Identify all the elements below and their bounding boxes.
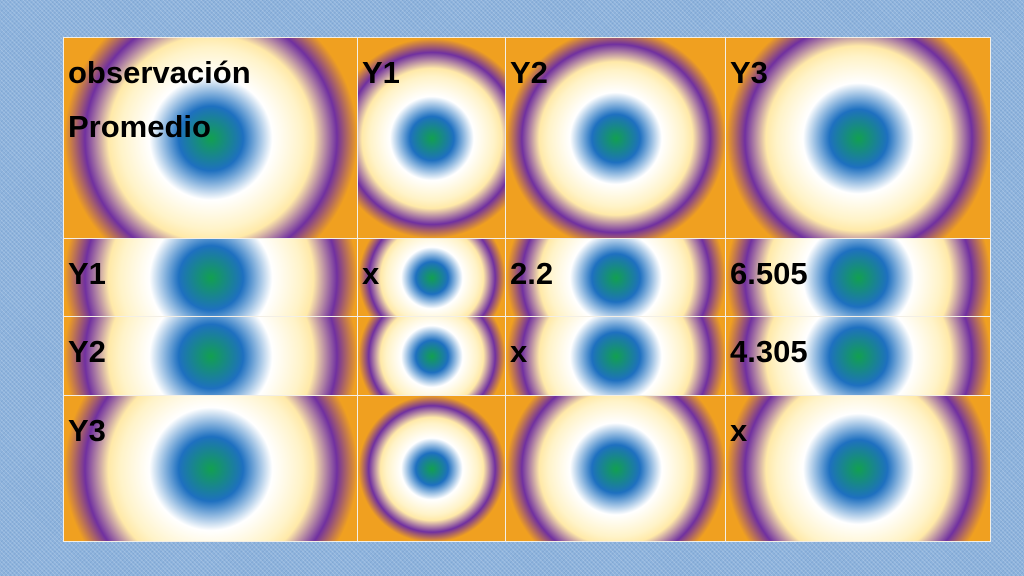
table-cell: [357, 316, 506, 396]
table-cell: [505, 395, 726, 542]
table-cell: [357, 395, 506, 542]
header-cell: Y2: [505, 37, 726, 239]
row-label: Y2: [63, 316, 358, 396]
table-body: observación Promedio Y1 Y2 Y3 Y1 x 2.2 6.505 Y2 x…: [63, 37, 991, 542]
table-cell: 4.305: [725, 316, 991, 396]
table-row: Y2 x 4.305: [63, 316, 991, 396]
header-cell: observación Promedio: [63, 37, 358, 239]
row-label: Y1: [63, 238, 358, 317]
header-row: observación Promedio Y1 Y2 Y3: [63, 37, 991, 239]
table-row: Y3 x: [63, 395, 991, 542]
table-cell: x: [357, 238, 506, 317]
table-row: Y1 x 2.2 6.505: [63, 238, 991, 317]
data-table: observación Promedio Y1 Y2 Y3 Y1 x 2.2 6.505 Y2 x…: [63, 37, 991, 542]
row-label: Y3: [63, 395, 358, 542]
table-cell: x: [725, 395, 991, 542]
table-cell: x: [505, 316, 726, 396]
table-cell: 2.2: [505, 238, 726, 317]
header-cell: Y3: [725, 37, 991, 239]
header-cell: Y1: [357, 37, 506, 239]
table-cell: 6.505: [725, 238, 991, 317]
